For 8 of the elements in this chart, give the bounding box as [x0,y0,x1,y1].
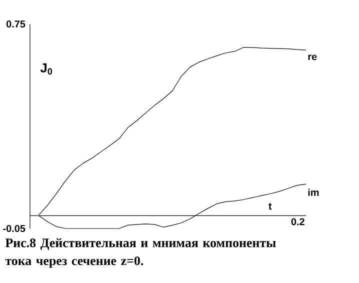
series-label: im [308,188,319,196]
x-axis-title: t [268,203,272,210]
text: Рис.8 Действительная и мнимая компоненты тока через сечение z=0. [5,238,276,268]
y-tick-label: 0.75 [6,20,26,28]
series-label: re [308,54,317,60]
y-tick-label: -0.05 [3,224,26,232]
y-axis-title: J$_{0}$ [40,63,52,75]
annotation: 0.2 [291,218,304,226]
